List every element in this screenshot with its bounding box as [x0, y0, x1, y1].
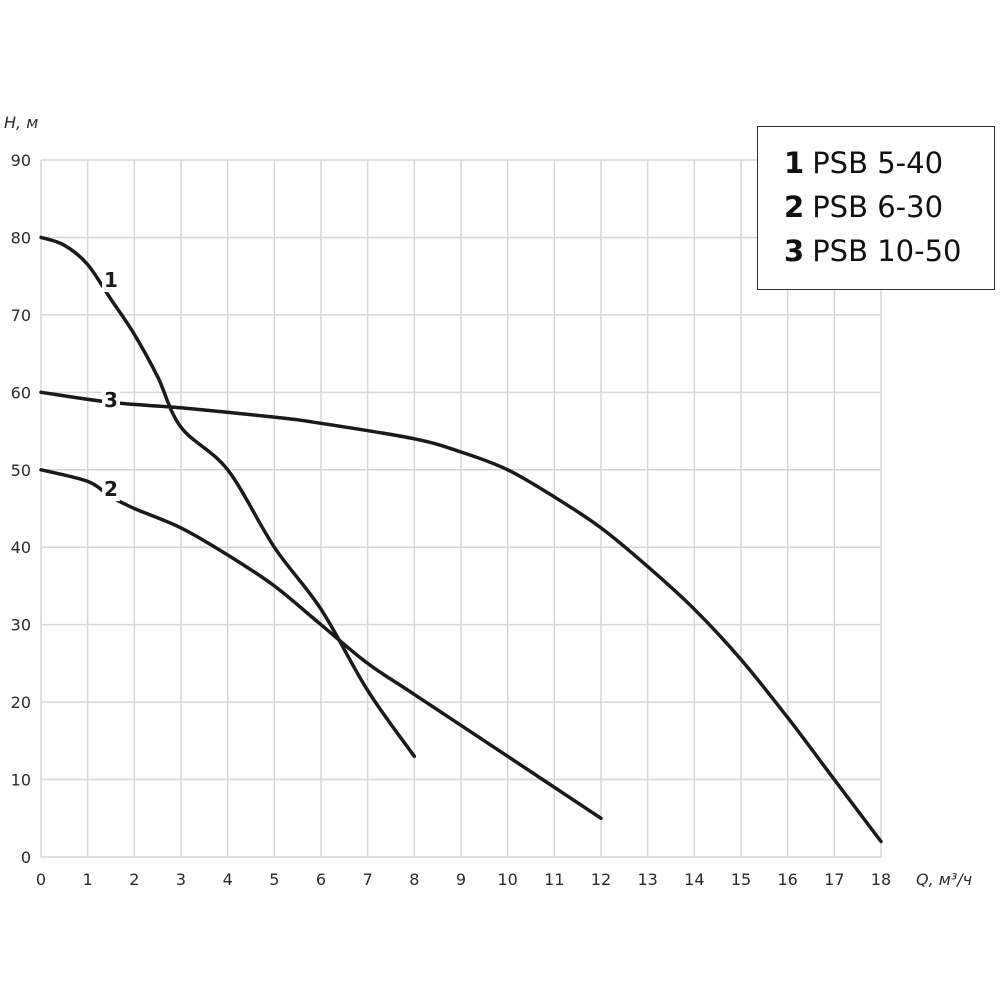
legend: 1 PSB 5-40 2 PSB 6-30 3 PSB 10-50	[757, 126, 995, 290]
curve-label-2: 2	[104, 477, 118, 501]
legend-text: PSB 10-50	[812, 234, 962, 268]
y-tick-label: 90	[11, 151, 31, 170]
y-tick-label: 20	[11, 693, 31, 712]
curve-label-3: 3	[104, 388, 118, 412]
curve-label-1: 1	[104, 268, 118, 292]
x-tick-label: 18	[871, 870, 891, 889]
curve-1	[39, 235, 417, 759]
y-tick-label: 60	[11, 383, 31, 402]
x-tick-label: 12	[591, 870, 611, 889]
legend-item-3: 3 PSB 10-50	[784, 229, 994, 273]
x-tick-label: 8	[409, 870, 419, 889]
x-tick-label: 1	[83, 870, 93, 889]
curve-label-bg	[102, 268, 120, 293]
curve-label-bg	[102, 388, 120, 413]
y-tick-label: 50	[11, 461, 31, 480]
x-tick-label: 17	[824, 870, 844, 889]
tick-labels: 0 1 2 3 4 5 6 7 8 9 10 11 12 13 14 15 16 17 18010203040506…	[11, 151, 892, 889]
y-tick-label: 30	[11, 616, 31, 635]
x-tick-label: 4	[223, 870, 233, 889]
y-tick-label: 10	[11, 771, 31, 790]
x-tick-label: 3	[176, 870, 186, 889]
legend-text: PSB 5-40	[812, 146, 944, 180]
y-tick-label: 70	[11, 306, 31, 325]
y-axis-label: H, м	[4, 113, 38, 132]
x-axis-label: Q, м³/ч	[916, 870, 972, 889]
x-tick-label: 5	[269, 870, 279, 889]
legend-item-1: 1 PSB 5-40	[784, 141, 994, 185]
legend-text: PSB 6-30	[812, 190, 944, 224]
x-tick-label: 14	[684, 870, 704, 889]
x-tick-label: 13	[637, 870, 657, 889]
x-tick-label: 6	[316, 870, 326, 889]
x-tick-label: 16	[777, 870, 797, 889]
curve-label-bg	[102, 477, 120, 502]
grid-lines	[40, 159, 882, 858]
x-tick-label: 0	[36, 870, 46, 889]
x-tick-label: 15	[731, 870, 751, 889]
curve-3	[39, 390, 883, 844]
legend-item-2: 2 PSB 6-30	[784, 185, 994, 229]
x-tick-label: 2	[129, 870, 139, 889]
curve-labels: 1 2 3	[102, 268, 120, 502]
y-tick-label: 0	[21, 848, 31, 867]
y-tick-label: 80	[11, 228, 31, 247]
x-tick-label: 7	[363, 870, 373, 889]
x-tick-label: 10	[497, 870, 517, 889]
legend-number: 1	[784, 146, 805, 180]
x-tick-label: 11	[544, 870, 564, 889]
x-tick-label: 9	[456, 870, 466, 889]
y-tick-label: 40	[11, 538, 31, 557]
legend-number: 3	[784, 234, 805, 268]
legend-number: 2	[784, 190, 805, 224]
